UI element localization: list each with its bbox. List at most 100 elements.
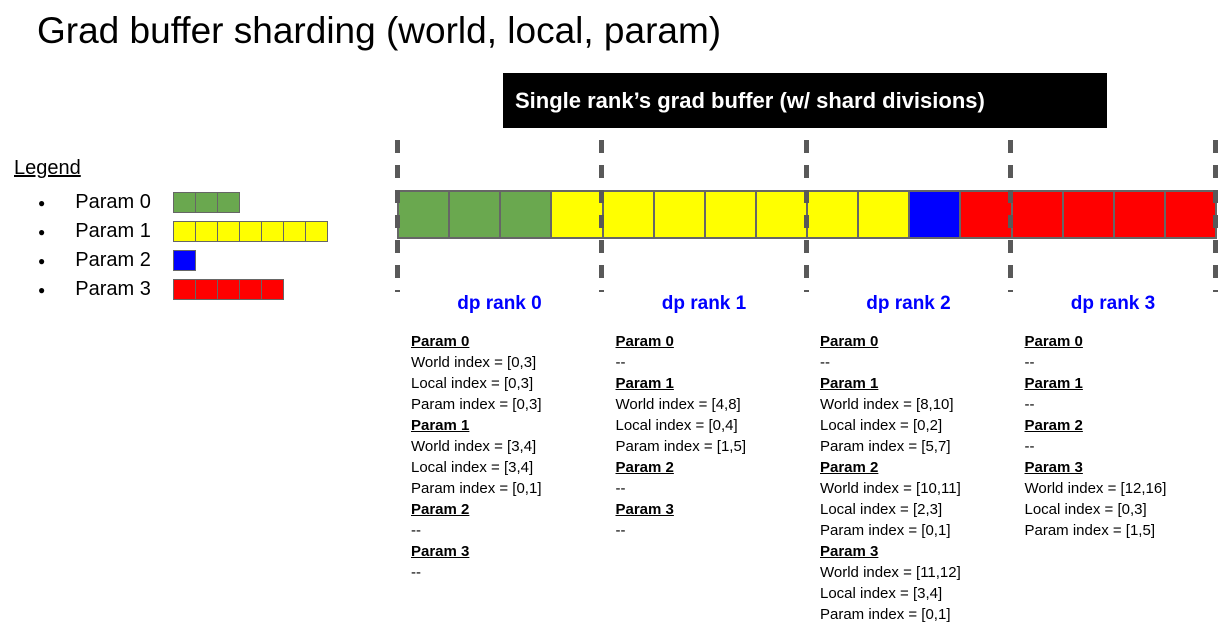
buffer-cell-param-1	[808, 192, 860, 237]
buffer-cell-param-3	[1114, 192, 1166, 237]
param-index-line: --	[615, 480, 626, 497]
legend-cell	[239, 221, 263, 242]
shard-divider-dashed-line	[803, 140, 809, 292]
bullet-icon: ●	[38, 195, 46, 210]
rank-section: dp rank 0 Param 0 World index = [0,3] Local…	[397, 293, 602, 583]
param-index-line: World index = [11,12]	[820, 564, 961, 581]
param-header: Param 3	[615, 501, 674, 518]
buffer-cell-param-1	[705, 192, 757, 237]
param-index-line: --	[615, 354, 626, 371]
rank-label: dp rank 2	[866, 293, 951, 314]
param-header: Param 1	[615, 375, 674, 392]
buffer-cell-param-0	[501, 192, 553, 237]
param-index-line: --	[411, 522, 421, 539]
param-index-line: --	[820, 354, 830, 371]
shard-divider-dashed-line	[599, 140, 604, 292]
legend-cell	[261, 279, 285, 300]
param-header: Param 0	[615, 333, 674, 350]
legend-heading: Legend	[14, 157, 81, 179]
legend-color-bar	[173, 221, 329, 242]
rank-details: Param 0 -- Param 1 -- Param 2 -- Param 3 World …	[1011, 331, 1216, 541]
legend-color-bar	[173, 250, 197, 271]
rank-label: dp rank 1	[661, 293, 747, 314]
param-index-line: Local index = [2,3]	[820, 501, 943, 518]
param-header: Param 1	[820, 375, 879, 392]
param-header: Param 0	[820, 333, 879, 350]
param-index-line: Local index = [0,3]	[411, 375, 534, 392]
param-index-line: Param index = [0,1]	[820, 522, 951, 539]
legend-item: ● Param 0	[14, 188, 328, 217]
legend-cell	[217, 221, 241, 242]
param-index-line: World index = [0,3]	[411, 354, 537, 371]
param-index-line: Local index = [0,3]	[1024, 501, 1147, 518]
param-index-line: --	[1024, 396, 1035, 413]
param-header: Param 2	[615, 459, 674, 476]
param-index-line: World index = [4,8]	[615, 396, 741, 413]
param-index-line: World index = [8,10]	[820, 396, 954, 413]
bullet-icon: ●	[38, 253, 46, 268]
param-header: Param 3	[1024, 459, 1083, 476]
rank-label: dp rank 3	[1070, 293, 1156, 314]
buffer-cell-param-1	[603, 192, 655, 237]
shard-divider-dashed-line	[394, 140, 400, 292]
param-index-line: --	[1024, 354, 1035, 371]
rank-details: Param 0 -- Param 1 World index = [8,10] Loca…	[806, 331, 1011, 625]
legend-cell	[283, 221, 307, 242]
param-index-line: Param index = [0,1]	[820, 606, 951, 623]
shard-divider-dashed-line	[1212, 140, 1218, 292]
buffer-cell-param-3	[1012, 192, 1064, 237]
legend-item: ● Param 1	[14, 217, 329, 246]
rank-section: dp rank 3 Param 0 -- Param 1 -- Param 2 -- Para…	[1011, 293, 1216, 541]
legend-cell	[173, 250, 197, 271]
legend-item: ● Param 3	[14, 275, 328, 304]
legend-item-label: Param 2	[75, 249, 151, 271]
buffer-cell-param-1	[859, 192, 911, 237]
legend-cell	[217, 192, 241, 213]
param-index-line: Param index = [1,5]	[615, 438, 747, 455]
legend: Legend ● Param 0 ● Param 1 ● Param 2 ● Param 3	[14, 157, 329, 304]
legend-cell	[217, 279, 241, 300]
param-index-line: Local index = [0,4]	[615, 417, 738, 434]
legend-item-label: Param 3	[75, 278, 151, 300]
param-index-line: Param index = [0,1]	[411, 480, 542, 497]
param-index-line: Local index = [0,2]	[820, 417, 943, 434]
legend-cell	[173, 221, 197, 242]
buffer-cell-param-0	[450, 192, 502, 237]
param-header: Param 2	[820, 459, 879, 476]
param-index-line: Param index = [0,3]	[411, 396, 542, 413]
legend-item: ● Param 2	[14, 246, 328, 275]
param-index-line: World index = [10,11]	[820, 480, 961, 497]
param-index-line: Param index = [5,7]	[820, 438, 951, 455]
grad-buffer-bar	[397, 190, 1217, 239]
rank-details: Param 0 World index = [0,3] Local index = …	[397, 331, 602, 583]
page-title: Grad buffer sharding (world, local, para…	[37, 10, 722, 51]
param-index-line: --	[615, 522, 626, 539]
buffer-cell-param-2	[910, 192, 962, 237]
buffer-cell-param-3	[1063, 192, 1115, 237]
legend-cell	[261, 221, 285, 242]
param-index-line: World index = [3,4]	[411, 438, 537, 455]
param-index-line: Local index = [3,4]	[411, 459, 534, 476]
legend-cell	[173, 192, 197, 213]
buffer-cell-param-3	[1165, 192, 1215, 237]
buffer-cell-param-1	[654, 192, 706, 237]
legend-cell	[173, 279, 197, 300]
legend-list: ● Param 0 ● Param 1 ● Param 2 ● Param 3	[14, 188, 329, 304]
legend-color-bar	[173, 192, 241, 213]
banner-label: Single rank’s grad buffer (w/ shard divi…	[515, 87, 985, 113]
rank-details: Param 0 -- Param 1 World index = [4,8] Local…	[602, 331, 807, 541]
legend-color-bar	[173, 279, 285, 300]
buffer-cell-param-1	[552, 192, 604, 237]
param-header: Param 2	[1024, 417, 1083, 434]
buffer-cell-param-0	[399, 192, 451, 237]
legend-cell	[195, 192, 219, 213]
param-index-line: --	[411, 564, 421, 581]
param-header: Param 2	[411, 501, 470, 518]
legend-cell	[195, 279, 219, 300]
param-header: Param 1	[1024, 375, 1083, 392]
buffer-cell-param-3	[961, 192, 1013, 237]
bullet-icon: ●	[38, 224, 46, 239]
rank-section: dp rank 2 Param 0 -- Param 1 World index = […	[806, 293, 1011, 625]
bullet-icon: ●	[38, 282, 46, 297]
